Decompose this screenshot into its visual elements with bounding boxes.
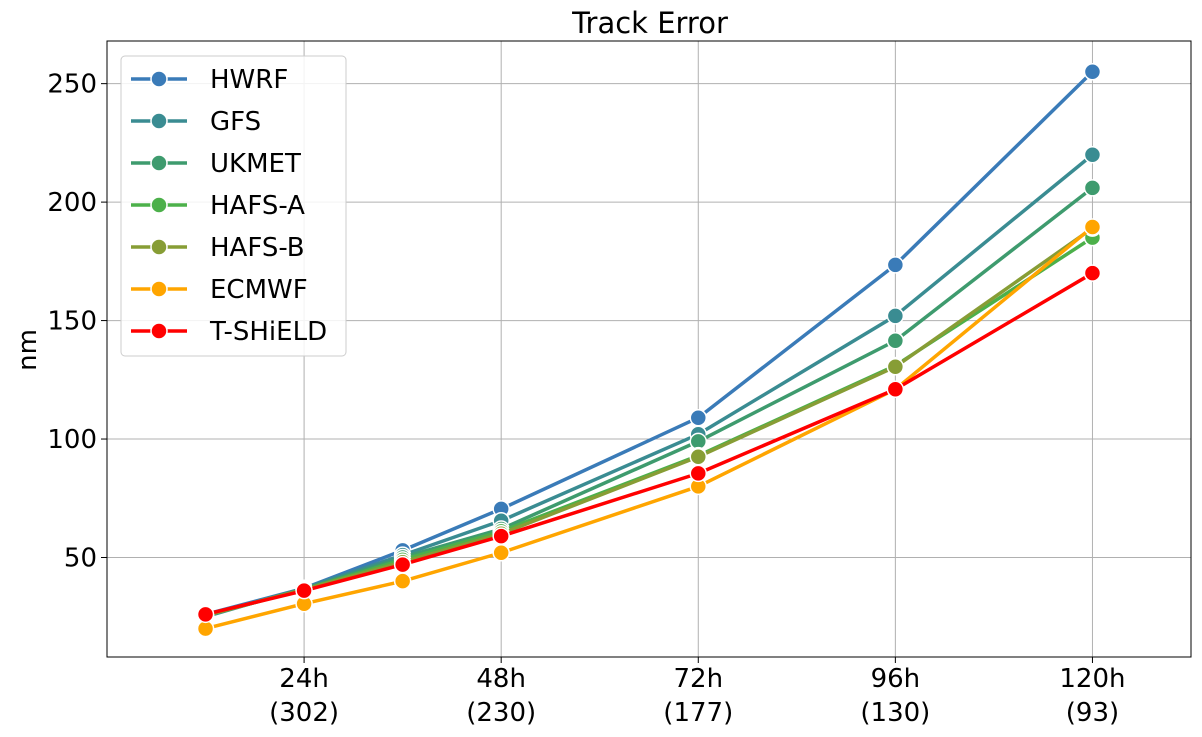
legend-entry: ECMWF xyxy=(131,275,308,305)
data-point xyxy=(1083,264,1102,282)
x-tick-label: 24h xyxy=(279,664,329,694)
legend-label: ECMWF xyxy=(210,275,308,305)
x-tick-sublabel: (177) xyxy=(663,698,733,728)
x-tick-sublabel: (130) xyxy=(860,698,930,728)
data-point xyxy=(689,448,708,466)
data-point xyxy=(886,331,905,350)
legend-marker xyxy=(150,154,168,172)
legend-entry: HAFS-B xyxy=(131,233,305,263)
y-tick-label: 200 xyxy=(47,188,97,218)
legend: HWRF GFS UKMET HAFS-A HAFS-B ECMWF T-SHiELD xyxy=(120,55,347,357)
legend-entry: UKMET xyxy=(131,149,301,179)
y-tick-label: 100 xyxy=(47,425,97,455)
data-point xyxy=(886,380,905,399)
x-tick-label: 96h xyxy=(871,664,921,694)
y-tick-label: 50 xyxy=(64,543,97,573)
axes: 24h (302) 48h (230) 72h (177) 96h (130) 120h (93)… xyxy=(47,40,1192,728)
data-point xyxy=(886,358,905,376)
gridlines xyxy=(107,41,1191,657)
legend-box xyxy=(120,55,347,357)
y-axis-label: nm xyxy=(13,329,43,371)
data-point xyxy=(1083,218,1102,236)
legend-entry: HWRF xyxy=(131,65,288,95)
legend-label: HWRF xyxy=(210,65,288,95)
plot-frame xyxy=(106,40,1192,658)
legend-entry: HAFS-A xyxy=(131,191,305,221)
legend-label: HAFS-B xyxy=(210,233,305,263)
legend-marker xyxy=(150,112,168,130)
y-tick-label: 150 xyxy=(47,307,97,337)
data-point xyxy=(393,572,412,590)
legend-entry: GFS xyxy=(131,107,261,137)
legend-marker xyxy=(150,70,168,88)
legend-entry: T-SHiELD xyxy=(131,317,327,347)
legend-label: UKMET xyxy=(210,149,301,179)
legend-label: T-SHiELD xyxy=(209,317,327,347)
y-tick-label: 250 xyxy=(47,70,97,100)
legend-marker xyxy=(150,238,168,256)
series-group xyxy=(196,63,1102,638)
series-t-shield xyxy=(196,264,1102,624)
data-point xyxy=(393,555,412,574)
data-point xyxy=(689,464,708,483)
data-point xyxy=(295,581,313,600)
data-point xyxy=(886,307,905,325)
legend-marker xyxy=(150,196,168,214)
x-tick-label: 120h xyxy=(1059,664,1125,694)
data-point xyxy=(689,408,708,427)
data-point xyxy=(1083,179,1102,197)
x-tick-sublabel: (302) xyxy=(269,698,339,728)
legend-marker xyxy=(150,280,168,298)
x-tick-label: 48h xyxy=(476,664,526,694)
x-tick-sublabel: (93) xyxy=(1066,698,1119,728)
x-tick-label: 72h xyxy=(673,664,723,694)
data-point xyxy=(492,544,510,562)
legend-marker xyxy=(150,322,168,340)
legend-label: GFS xyxy=(210,107,261,137)
legend-label: HAFS-A xyxy=(210,191,305,221)
data-point xyxy=(196,605,215,624)
x-tick-sublabel: (230) xyxy=(466,698,536,728)
chart-title: Track Error xyxy=(571,6,728,40)
data-point xyxy=(886,256,905,274)
data-point xyxy=(1083,145,1102,164)
data-point xyxy=(492,527,510,545)
data-point xyxy=(1083,63,1102,81)
